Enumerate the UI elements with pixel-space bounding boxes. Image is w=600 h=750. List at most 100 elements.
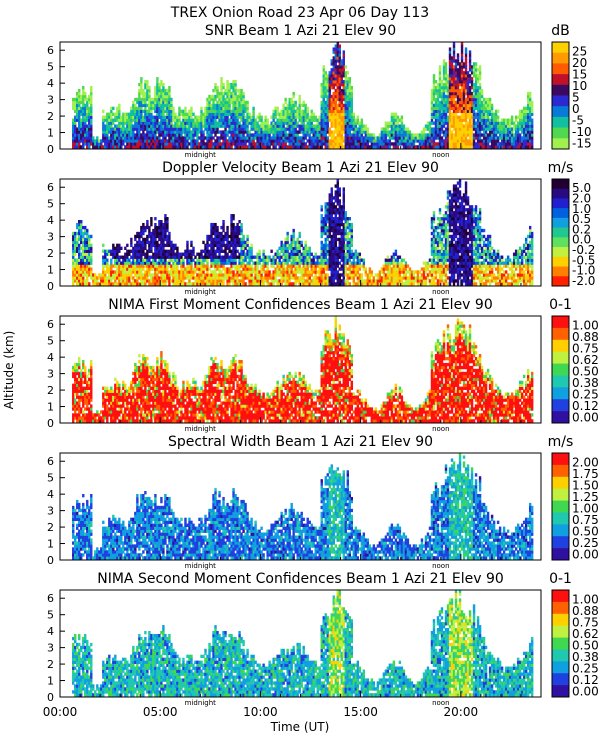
heatmap-cell: [346, 77, 349, 81]
colorbar-label: -10: [572, 125, 592, 139]
heatmap-cell: [336, 82, 339, 87]
heatmap-cell: [84, 139, 87, 143]
heatmap-cell: [224, 112, 227, 116]
heatmap-cell: [302, 142, 305, 146]
heatmap-cell: [462, 80, 466, 84]
heatmap-cell: [116, 130, 119, 134]
heatmap-cell: [496, 142, 500, 146]
heatmap-cell: [144, 91, 147, 96]
heatmap-cell: [218, 94, 221, 99]
heatmap-cell: [80, 219, 83, 224]
heatmap-cell: [374, 139, 378, 143]
heatmap-cell: [78, 103, 81, 108]
heatmap-cell: [508, 127, 512, 131]
heatmap-cell: [336, 115, 339, 119]
heatmap-cell: [384, 124, 388, 128]
heatmap-cell: [172, 115, 175, 119]
heatmap-cell: [458, 65, 462, 69]
heatmap-cell: [484, 136, 488, 140]
heatmap-cell: [492, 133, 496, 137]
heatmap-cell: [530, 103, 534, 108]
heatmap-cell: [242, 279, 245, 283]
heatmap-cell: [356, 130, 360, 134]
heatmap-cell: [476, 142, 480, 146]
heatmap-cell: [108, 130, 111, 134]
heatmap-cell: [96, 142, 99, 146]
heatmap-cell: [274, 133, 277, 137]
heatmap-cell: [110, 279, 113, 283]
panel-2: Doppler Velocity Beam 1 Azi 21 Elev 90 m/…: [47, 160, 595, 296]
heatmap-cell: [478, 71, 482, 75]
heatmap-cell: [124, 112, 127, 116]
heatmap-cell: [522, 121, 526, 125]
heatmap-cell: [284, 97, 287, 102]
heatmap-cell: [84, 127, 87, 131]
heatmap-cell: [88, 97, 91, 102]
heatmap-cell: [434, 109, 438, 114]
heatmap-cell: [482, 115, 486, 119]
heatmap-cell: [440, 130, 444, 134]
heatmap-cell: [148, 130, 151, 134]
heatmap-cell: [404, 130, 408, 134]
heatmap-cell: [266, 118, 269, 122]
heatmap-cell: [322, 71, 325, 75]
heatmap-cell: [342, 118, 345, 122]
figure-title: TREX Onion Road 23 Apr 06 Day 113: [170, 5, 429, 21]
heatmap-cell: [418, 142, 422, 146]
heatmap-cell: [116, 112, 119, 116]
heatmap-cell: [106, 139, 109, 143]
heatmap-cell: [346, 130, 349, 134]
heatmap-cell: [262, 282, 265, 286]
heatmap-cell: [176, 121, 179, 125]
heatmap-cell: [206, 258, 209, 262]
heatmap-cell: [292, 115, 295, 119]
heatmap-cell: [352, 142, 356, 146]
heatmap-cell: [92, 136, 95, 140]
heatmap-cell: [86, 106, 89, 111]
heatmap-cell: [344, 136, 347, 140]
heatmap-cell: [352, 124, 356, 128]
heatmap-cell: [262, 130, 265, 134]
heatmap-cell: [144, 112, 147, 116]
heatmap-cell: [352, 136, 356, 140]
heatmap-cell: [164, 88, 167, 93]
heatmap-cell: [352, 112, 356, 116]
heatmap-cell: [82, 106, 85, 111]
heatmap-cell: [284, 100, 287, 105]
heatmap-cell: [338, 139, 341, 143]
heatmap-cell: [220, 103, 223, 108]
heatmap-cell: [164, 106, 167, 111]
heatmap-cell: [430, 88, 434, 93]
heatmap-cell: [144, 80, 147, 84]
heatmap-cell: [482, 109, 486, 114]
heatmap-cell: [214, 130, 217, 134]
heatmap-cell: [216, 94, 219, 99]
heatmap-cell: [460, 103, 464, 108]
heatmap-cell: [224, 97, 227, 102]
heatmap-cell: [510, 130, 514, 134]
heatmap-cell: [326, 106, 329, 111]
heatmap-cell: [150, 222, 153, 227]
heatmap-cell: [448, 100, 452, 105]
heatmap-cell: [484, 139, 488, 143]
heatmap-cell: [450, 100, 454, 105]
heatmap-cell: [296, 115, 299, 119]
heatmap-cell: [518, 112, 522, 116]
heatmap-cell: [438, 127, 442, 131]
heatmap-cell: [260, 124, 263, 128]
heatmap-cell: [116, 142, 119, 146]
heatmap-cell: [322, 127, 325, 131]
heatmap-cell: [336, 109, 339, 114]
heatmap-cell: [274, 109, 277, 114]
heatmap-cell: [446, 94, 450, 99]
heatmap-cell: [320, 145, 323, 149]
heatmap-cell: [472, 115, 476, 119]
heatmap-cell: [460, 71, 464, 75]
heatmap-cell: [346, 121, 349, 125]
heatmap-cell: [280, 109, 283, 114]
heatmap-cell: [278, 124, 281, 128]
heatmap-cell: [146, 85, 149, 90]
heatmap-cell: [156, 240, 159, 245]
heatmap-cell: [342, 50, 345, 54]
heatmap-cell: [286, 109, 289, 114]
